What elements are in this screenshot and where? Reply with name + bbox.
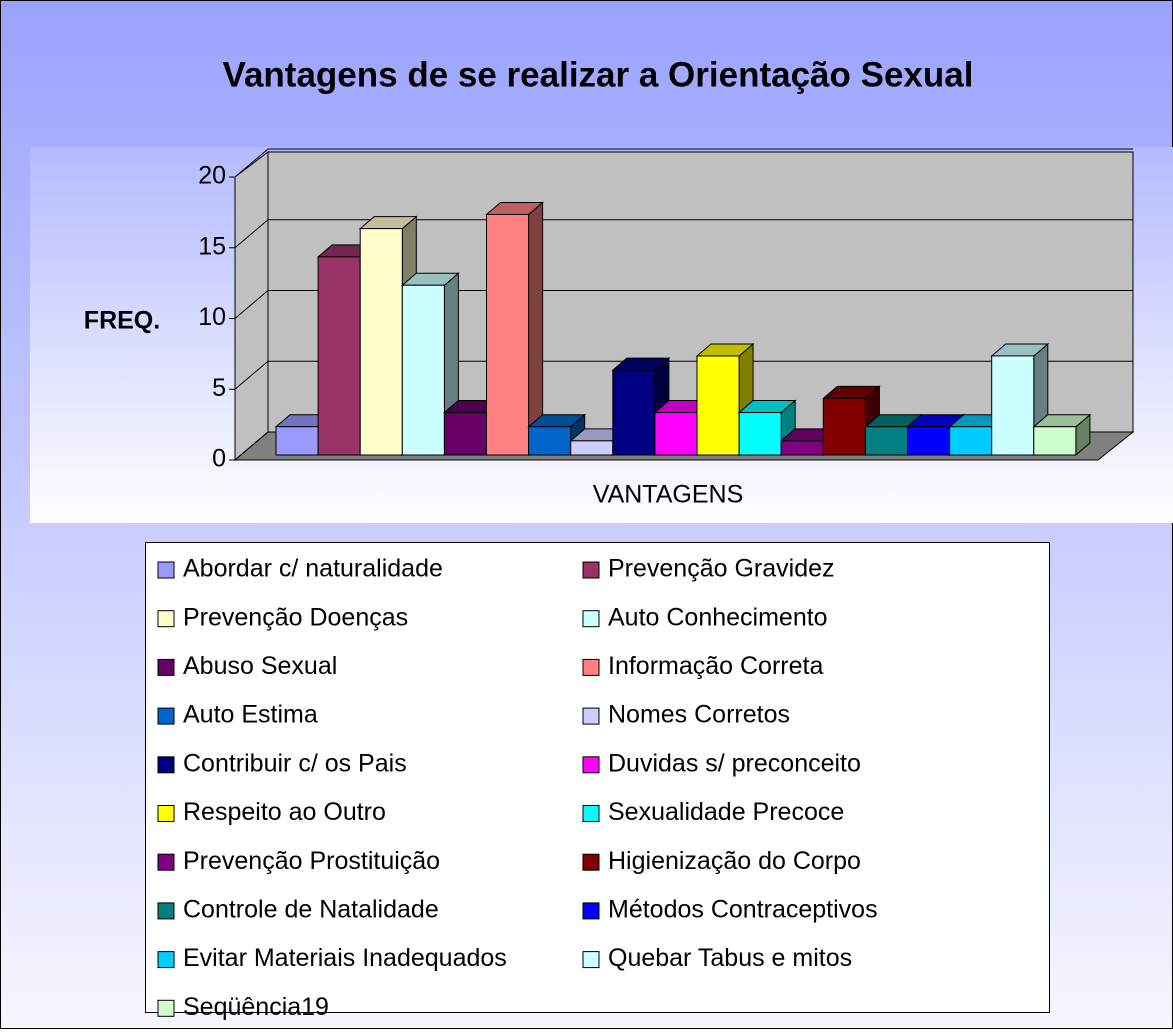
y-tick-label: 15: [198, 232, 226, 260]
legend-label: Prevenção Prostituição: [183, 847, 440, 875]
legend-label: Evitar Materiais Inadequados: [183, 944, 507, 972]
legend-swatch: [582, 561, 600, 579]
grid-line: [234, 360, 269, 390]
y-tick-label: 0: [212, 445, 226, 473]
bar: [1033, 426, 1077, 456]
bar: [275, 426, 319, 456]
grid-line: [234, 431, 269, 461]
y-tick-label: 5: [212, 374, 226, 402]
bar: [528, 426, 572, 456]
bar: [907, 426, 951, 456]
legend-swatch: [582, 805, 600, 822]
bar: [317, 256, 361, 456]
legend-swatch: [157, 999, 175, 1017]
legend-label: Informação Correta: [608, 652, 823, 680]
grid-line: [234, 148, 269, 178]
legend-swatch: [157, 756, 175, 774]
grid-line: [234, 219, 269, 249]
legend-label: Prevenção Doenças: [183, 603, 408, 631]
legend-swatch: [157, 902, 175, 920]
legend-label: Sexualidade Precoce: [608, 798, 844, 826]
legend-label: Controle de Natalidade: [183, 896, 439, 924]
legend-label: Respeito ao Outro: [183, 798, 386, 826]
bar: [864, 426, 909, 456]
bar: [401, 284, 445, 456]
legend-swatch: [582, 707, 600, 725]
bar: [949, 426, 993, 456]
bar: [780, 440, 824, 456]
legend-label: Prevenção Gravidez: [608, 555, 835, 583]
legend-swatch: [582, 610, 600, 628]
grid-line: [234, 290, 269, 319]
legend-swatch: [157, 561, 175, 579]
bar: [654, 412, 698, 456]
legend-swatch: [582, 902, 600, 920]
bar: [822, 397, 866, 456]
legend-swatch: [157, 707, 175, 725]
x-tick-label: VANTAGENS: [593, 481, 744, 509]
chart-title: Vantagens de se realizar a Orientação Se…: [223, 55, 974, 94]
y-tick-label: 10: [198, 303, 226, 331]
legend-label: Métodos Contraceptivos: [608, 896, 878, 924]
legend-swatch: [157, 951, 175, 969]
legend-swatch: [157, 805, 175, 822]
legend-swatch: [582, 951, 600, 969]
legend-label: Abuso Sexual: [183, 652, 337, 680]
bar: [443, 412, 487, 456]
bar: [570, 440, 614, 456]
legend-label: Seqüência19: [183, 993, 329, 1021]
legend-swatch: [582, 756, 600, 774]
legend-swatch: [157, 610, 175, 628]
legend-swatch: [157, 658, 175, 676]
legend-label: Higienização do Corpo: [608, 847, 861, 875]
legend-label: Quebar Tabus e mitos: [608, 944, 852, 972]
bar: [486, 213, 530, 456]
bar: [359, 228, 403, 456]
bar: [612, 369, 656, 456]
legend-label: Abordar c/ naturalidade: [183, 555, 443, 583]
bar: [738, 412, 782, 456]
bar: [696, 355, 740, 456]
bar: [991, 355, 1035, 456]
y-axis-label: FREQ.: [84, 307, 160, 335]
legend-swatch: [582, 658, 600, 676]
side-wall: [234, 150, 269, 462]
legend-label: Duvidas s/ preconceito: [608, 749, 861, 777]
legend-label: Auto Estima: [183, 701, 318, 729]
legend-swatch: [157, 853, 175, 871]
y-tick-label: 20: [198, 162, 226, 190]
legend-label: Contribuir c/ os Pais: [183, 749, 407, 777]
legend-label: Auto Conhecimento: [608, 603, 828, 631]
legend-label: Nomes Corretos: [608, 701, 790, 729]
legend-swatch: [582, 853, 600, 871]
